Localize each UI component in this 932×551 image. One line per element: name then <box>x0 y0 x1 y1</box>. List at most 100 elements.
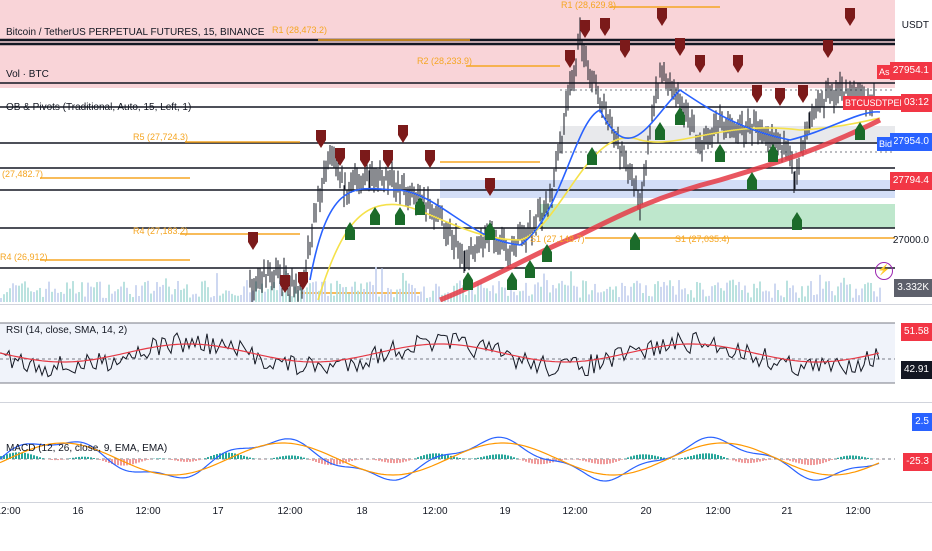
volume-bar <box>45 289 47 302</box>
rsi-chart[interactable] <box>0 305 895 401</box>
lightning-icon[interactable]: ⚡ <box>875 262 893 280</box>
volume-bar <box>591 290 593 302</box>
volume-bar <box>714 285 716 302</box>
macd-histogram-bar <box>495 454 497 459</box>
volume-bar <box>726 283 728 302</box>
macd-histogram-bar <box>741 459 743 463</box>
volume-bar <box>99 282 101 302</box>
macd-histogram-bar <box>279 457 281 459</box>
volume-bar <box>615 286 617 302</box>
macd-histogram-bar <box>420 456 422 459</box>
volume-bar <box>39 288 41 302</box>
bullish-marker <box>655 122 665 140</box>
macd-histogram-bar <box>81 457 83 459</box>
macd-histogram-bar <box>393 459 395 463</box>
volume-bar <box>474 294 476 302</box>
volume-bar <box>231 294 233 302</box>
volume-bar <box>84 297 86 302</box>
red-price-tag: 27794.4 <box>890 172 932 190</box>
time-label: 12:00 <box>422 506 447 517</box>
bearish-marker <box>752 85 762 103</box>
volume-bar <box>405 281 407 302</box>
bid-label[interactable]: Bid <box>877 137 894 151</box>
macd-histogram-bar <box>765 459 767 460</box>
time-axis[interactable]: 12:001612:001712:001812:001912:002012:00… <box>0 502 932 551</box>
volume-bar <box>312 282 314 302</box>
volume-bar <box>546 280 548 302</box>
macd-histogram-bar <box>381 459 383 461</box>
macd-histogram-bar <box>531 459 533 463</box>
volume-bar <box>60 292 62 302</box>
volume-bar <box>12 283 14 302</box>
volume-bar <box>621 283 623 302</box>
price-pane[interactable]: Bitcoin / TetherUS PERPETUAL FUTURES, 15… <box>0 0 895 302</box>
macd-histogram-bar <box>591 459 593 463</box>
bullish-marker <box>395 207 405 225</box>
volume-bar <box>648 296 650 302</box>
rsi-pane[interactable]: RSI (14, close, SMA, 14, 2) <box>0 304 895 401</box>
volume-bar <box>192 294 194 302</box>
volume-bar <box>432 291 434 302</box>
macd-histogram-bar <box>489 455 491 459</box>
volume-bar <box>507 296 509 302</box>
volume-bar <box>306 287 308 302</box>
macd-histogram-bar <box>426 454 428 459</box>
bullish-marker <box>587 147 597 165</box>
volume-bar <box>393 297 395 302</box>
macd-histogram-bar <box>786 459 788 460</box>
volume-bar <box>171 294 173 302</box>
volume-bar <box>783 297 785 302</box>
macd-histogram-bar <box>252 458 254 459</box>
volume-bar <box>744 286 746 302</box>
macd-histogram-bar <box>171 459 173 460</box>
volume-bar <box>138 296 140 302</box>
volume-bar <box>672 286 674 302</box>
volume-bar <box>771 298 773 302</box>
price-chart[interactable] <box>0 0 895 302</box>
volume-bar <box>579 298 581 302</box>
macd-histogram-bar <box>132 459 134 464</box>
macd-histogram-bar <box>633 456 635 459</box>
volume-bar <box>123 282 125 302</box>
volume-bar <box>57 293 59 302</box>
macd-histogram-bar <box>384 459 386 462</box>
macd-histogram-bar <box>213 455 215 459</box>
macd-histogram-bar <box>414 458 416 459</box>
macd-histogram-bar <box>795 459 797 463</box>
volume-bar <box>372 285 374 302</box>
pivot-label-r1-a: R1 (28,473.2) <box>272 25 327 35</box>
volume-bar <box>186 284 188 302</box>
bullish-marker <box>463 272 473 290</box>
macd-pane[interactable]: MACD (12, 26, close, 9, EMA, EMA) <box>0 402 895 501</box>
volume-bar <box>858 295 860 302</box>
volume-bar <box>15 285 17 302</box>
volume-bar <box>135 285 137 302</box>
volume-bar <box>210 297 212 302</box>
volume-bar <box>126 288 128 302</box>
price-axis[interactable]: USDT Ask 27954.1 BTCUSDTPERP 03:12 27954… <box>895 0 932 302</box>
macd-histogram-bar <box>156 458 158 459</box>
volume-bar <box>105 298 107 302</box>
volume-bar <box>348 293 350 302</box>
volume-bar <box>234 295 236 302</box>
volume-bar <box>597 292 599 302</box>
macd-histogram-bar <box>99 459 101 460</box>
bullish-marker <box>747 172 757 190</box>
volume-bar <box>144 282 146 302</box>
volume-bar <box>96 282 98 302</box>
volume-bar <box>303 290 305 302</box>
macd-histogram-bar <box>639 454 641 459</box>
volume-bar <box>627 295 629 302</box>
volume-bar <box>642 293 644 302</box>
volume-bar <box>480 282 482 302</box>
macd-histogram-bar <box>603 459 605 464</box>
macd-histogram-bar <box>273 458 275 459</box>
volume-bar <box>498 281 500 302</box>
pivot-label-mid: (27,482.7) <box>2 169 43 179</box>
volume-bar <box>702 290 704 302</box>
macd-histogram-bar <box>180 459 182 461</box>
macd-histogram-bar <box>699 454 701 459</box>
time-label: 21 <box>781 506 792 517</box>
time-label: 19 <box>499 506 510 517</box>
pivots-legend: OB & Pivots (Traditional, Auto, 15, Left… <box>6 102 191 113</box>
